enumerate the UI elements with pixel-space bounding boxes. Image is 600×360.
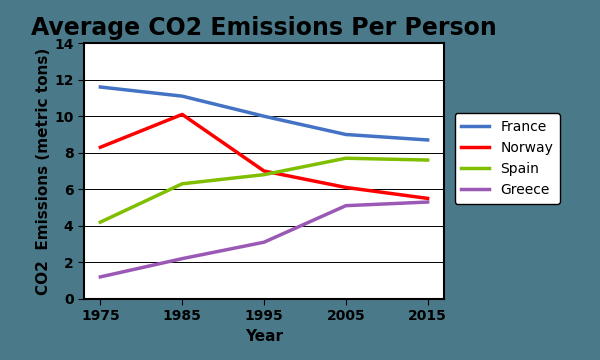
Spain (424, 158, 431, 162)
Norway (179, 112, 186, 117)
Norway (424, 196, 431, 201)
France (342, 132, 349, 137)
Title: Average CO2 Emissions Per Person: Average CO2 Emissions Per Person (31, 16, 497, 40)
Norway (260, 169, 268, 173)
Norway (97, 145, 104, 149)
France (179, 94, 186, 98)
France (424, 138, 431, 142)
France (97, 85, 104, 89)
Greece (97, 275, 104, 279)
Y-axis label: CO2  Emissions (metric tons): CO2 Emissions (metric tons) (37, 48, 52, 294)
Spain (260, 172, 268, 177)
Spain (342, 156, 349, 161)
Line: Norway: Norway (100, 114, 428, 198)
Line: Greece: Greece (100, 202, 428, 277)
Spain (97, 220, 104, 224)
France (260, 114, 268, 118)
Greece (179, 256, 186, 261)
Greece (342, 203, 349, 208)
Greece (260, 240, 268, 244)
Norway (342, 185, 349, 190)
Spain (179, 181, 186, 186)
X-axis label: Year: Year (245, 329, 283, 344)
Legend: France, Norway, Spain, Greece: France, Norway, Spain, Greece (455, 113, 560, 204)
Line: Spain: Spain (100, 158, 428, 222)
Line: France: France (100, 87, 428, 140)
Greece (424, 200, 431, 204)
